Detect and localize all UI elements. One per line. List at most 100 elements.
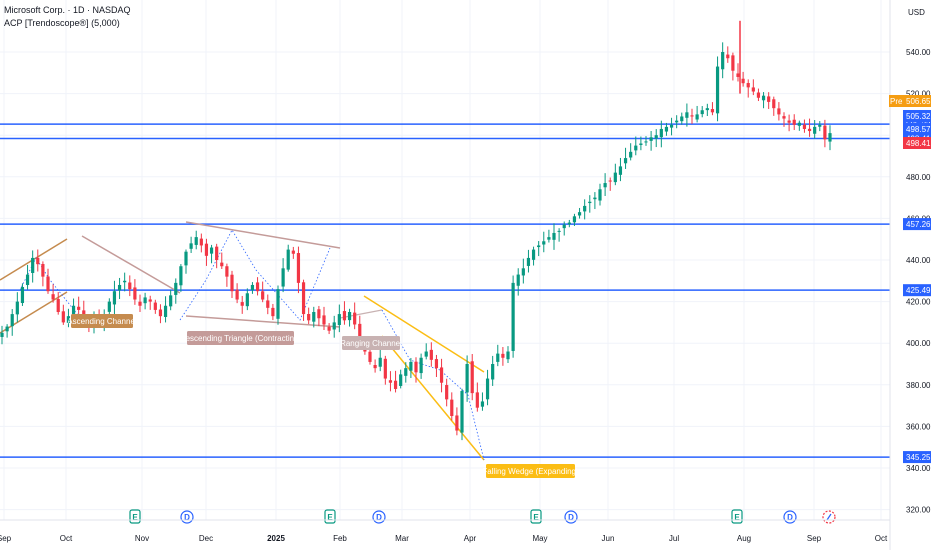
candle-body	[675, 120, 679, 123]
candle-body	[761, 95, 766, 101]
indicator-label: ACP [Trendoscope®] (5,000)	[4, 18, 120, 28]
candle-body	[480, 401, 485, 407]
candle	[414, 357, 418, 383]
candle-body	[291, 250, 295, 254]
candle-body	[664, 126, 669, 132]
candle	[143, 292, 147, 310]
candle-body	[603, 183, 607, 188]
candle-body	[409, 361, 413, 371]
event-marker-d[interactable]: D	[372, 510, 386, 524]
candle	[215, 243, 219, 269]
candle	[445, 378, 449, 407]
split-icon-mark	[826, 513, 832, 521]
candle	[537, 241, 541, 257]
x-tick-label: Jun	[602, 534, 615, 543]
pattern-label[interactable]: Ascending Channel	[67, 314, 137, 328]
candle	[542, 231, 546, 253]
event-marker-e[interactable]: E	[129, 509, 141, 524]
x-tick-label: Sep	[0, 534, 12, 543]
candle	[153, 299, 157, 314]
candle-body	[736, 73, 740, 77]
candle	[342, 301, 347, 325]
candle	[276, 285, 280, 325]
candle	[271, 303, 275, 321]
event-marker-d[interactable]: D	[564, 510, 578, 524]
candle-body	[424, 351, 428, 357]
event-marker-d[interactable]: D	[783, 510, 797, 524]
dividend-icon-text: D	[787, 513, 793, 522]
candle-body	[158, 309, 163, 317]
candle	[475, 382, 479, 412]
candle-body	[20, 287, 25, 304]
candle-body	[255, 282, 260, 292]
candle-body	[501, 353, 505, 358]
event-marker-e[interactable]: E	[324, 509, 336, 524]
candle	[240, 295, 244, 314]
candle-body	[577, 212, 582, 216]
x-tick-label: Nov	[135, 534, 149, 543]
x-tick-label: Oct	[875, 534, 888, 543]
candle-body	[721, 52, 725, 70]
candle	[710, 102, 715, 116]
pattern-label[interactable]: Falling Wedge (Expanding)	[482, 464, 579, 478]
event-marker-e[interactable]: E	[530, 509, 542, 524]
candle-body	[235, 289, 239, 300]
candle-body	[623, 158, 628, 164]
candle-body	[475, 392, 479, 408]
candle	[250, 282, 255, 294]
candle-body	[179, 266, 183, 286]
candle	[199, 233, 203, 253]
level-tag-text: 457.26	[906, 220, 931, 229]
candle	[117, 277, 122, 300]
candle-body	[194, 237, 198, 245]
candle	[332, 315, 336, 338]
candle	[174, 278, 178, 304]
pattern-label[interactable]: Descending Triangle (Contracting)	[180, 331, 302, 345]
candle-body	[117, 284, 122, 291]
candle-body	[230, 274, 234, 292]
candle	[194, 230, 198, 250]
candle	[460, 388, 464, 441]
y-tick-label: 540.00	[906, 48, 931, 57]
candle	[818, 121, 822, 132]
pattern-line	[339, 309, 383, 319]
candle-body	[537, 245, 541, 248]
candle-body	[276, 289, 280, 319]
candle	[301, 279, 306, 321]
y-tick-label: 520.00	[906, 90, 931, 99]
event-marker-s[interactable]	[822, 510, 836, 524]
level-tag-bg	[903, 451, 931, 464]
chart-header: Microsoft Corp. · 1D · NASDAQ ACP [Trend…	[4, 4, 131, 30]
candle-body	[358, 323, 362, 340]
pattern-label-bg	[187, 331, 294, 345]
candle	[807, 118, 812, 137]
candle-body	[654, 135, 658, 139]
candle-body	[250, 284, 255, 291]
candle	[501, 347, 505, 366]
candle-body	[245, 293, 249, 307]
candle	[562, 221, 566, 236]
candle	[353, 302, 357, 330]
candle	[184, 249, 188, 274]
event-marker-d[interactable]: D	[180, 510, 194, 524]
event-marker-e[interactable]: E	[731, 509, 743, 524]
candle	[128, 275, 132, 297]
pattern-label[interactable]: Ranging Channel	[340, 336, 402, 350]
candle	[373, 359, 377, 373]
candle-body	[414, 361, 418, 373]
candle-body	[782, 116, 786, 119]
candle-body	[455, 415, 459, 431]
candle	[0, 325, 4, 345]
candle-body	[378, 357, 382, 367]
candle	[659, 120, 663, 148]
x-axis[interactable]: Sep Oct Nov Dec 2025 Feb Mar Apr May Jun Jul Aug Sep…	[0, 519, 890, 543]
pattern-label-bg	[342, 336, 400, 350]
candle	[598, 183, 602, 206]
candle-body	[634, 145, 638, 151]
x-tick-label: Mar	[395, 534, 409, 543]
candle	[378, 348, 382, 372]
y-axis[interactable]: USD 320.00 340.00 360.00 380.00 400.00 420.00 4…	[889, 0, 931, 550]
candle-body	[138, 301, 142, 306]
candle-body	[342, 311, 347, 321]
